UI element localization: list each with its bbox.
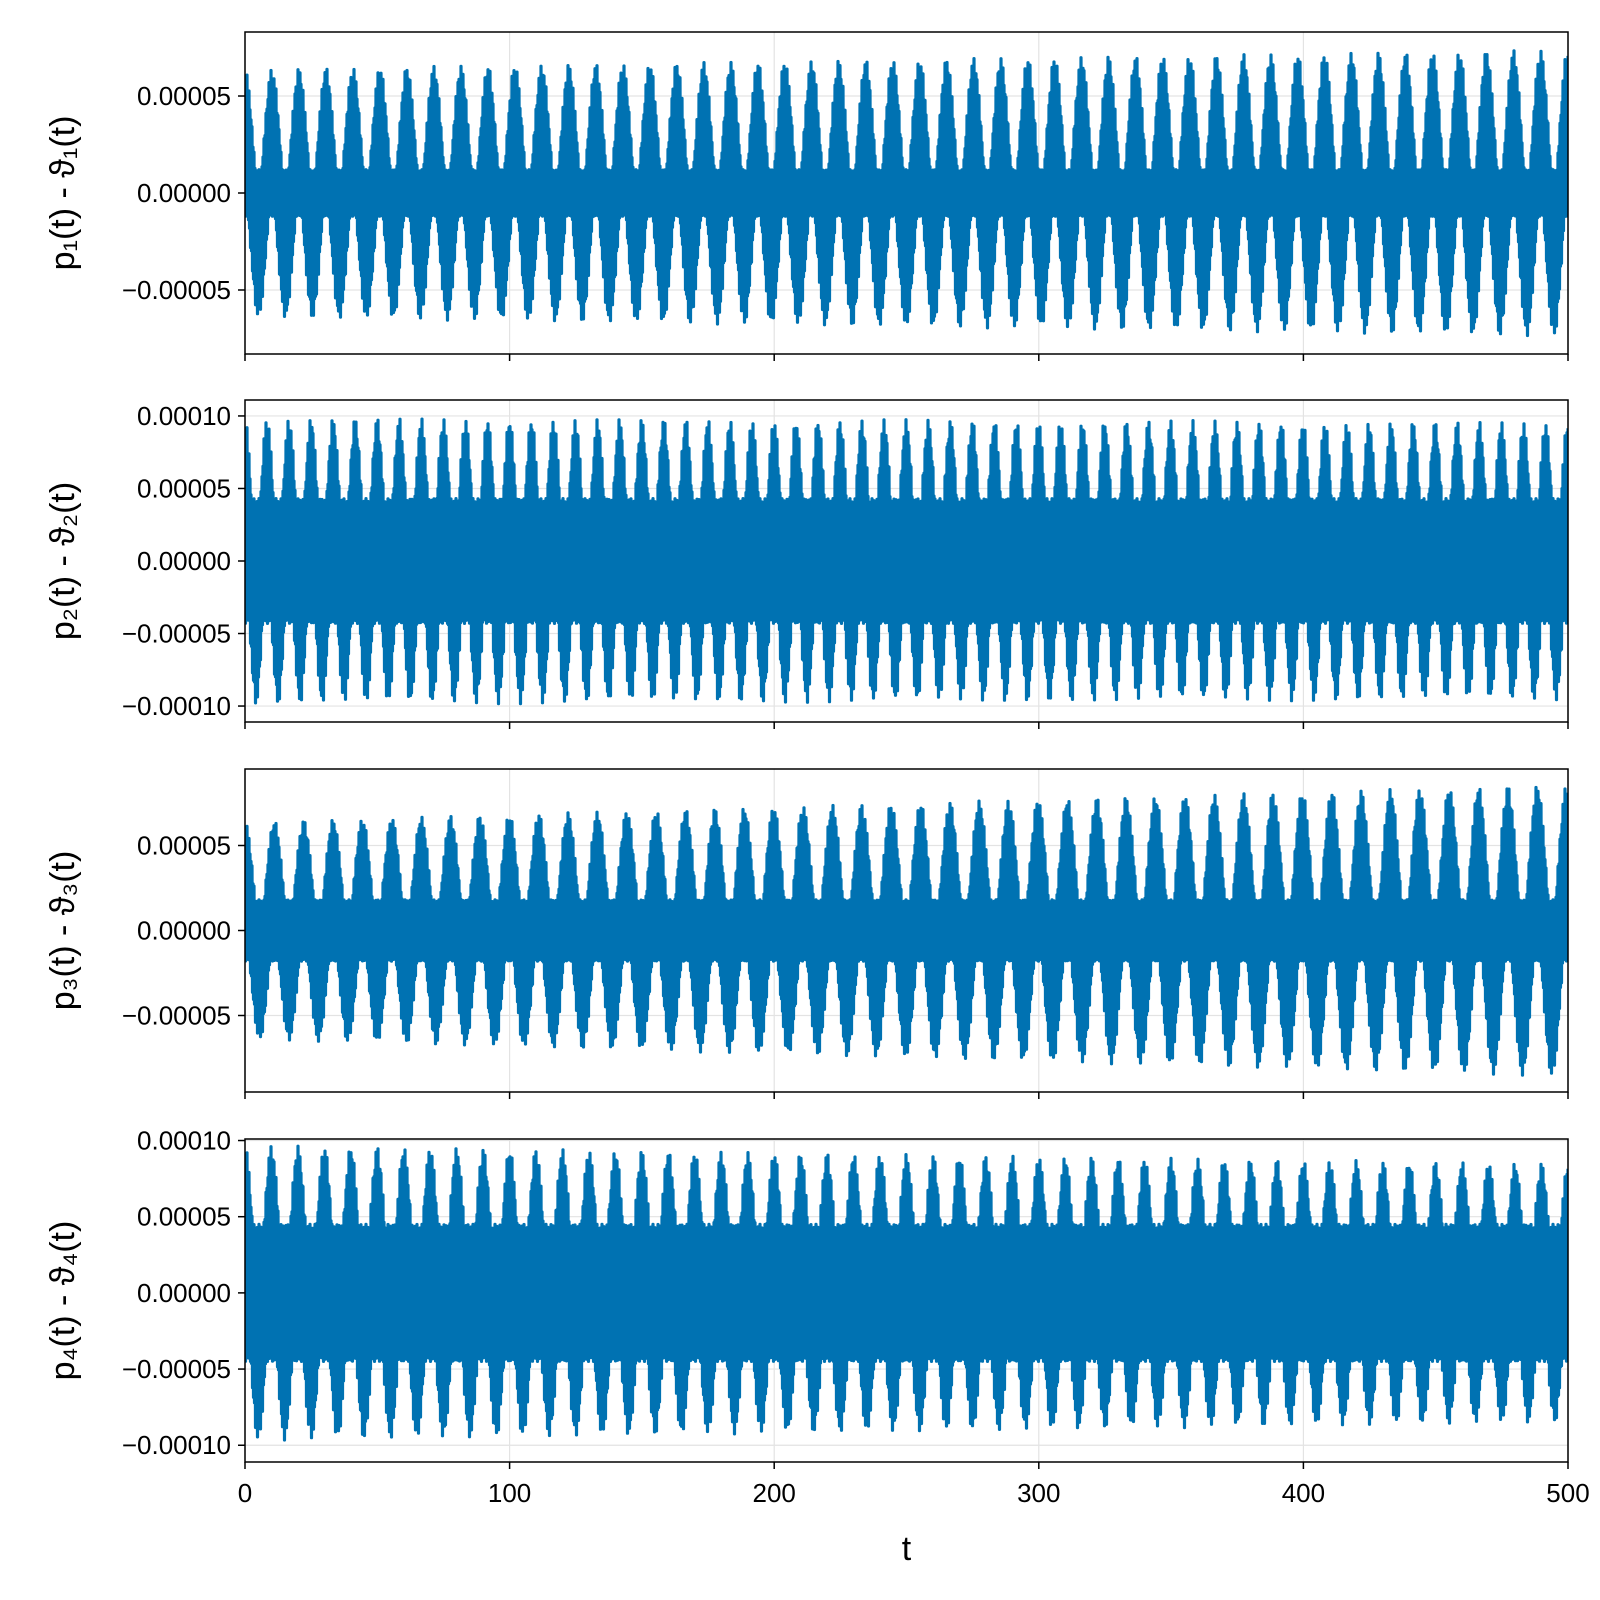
y-tick-label: −0.00010 <box>122 691 231 721</box>
y-axis-label: p₂(t) - ϑ₂(t) <box>44 482 82 640</box>
y-tick-label: 0.00005 <box>137 81 231 111</box>
y-tick-label: −0.00010 <box>122 1430 231 1460</box>
y-tick-label: −0.00005 <box>122 1001 231 1031</box>
y-tick-label: 0.00005 <box>137 831 231 861</box>
y-tick-label: 0.00000 <box>137 1278 231 1308</box>
x-tick-label: 200 <box>753 1478 796 1508</box>
x-tick-label: 0 <box>238 1478 252 1508</box>
subplot-3: −0.00005 0.00000 0.00005 p₃(t) - ϑ₃(t) <box>44 768 1569 1099</box>
y-tick-label: 0.00005 <box>137 473 231 503</box>
y-axis-label: p₄(t) - ϑ₄(t) <box>44 1221 82 1381</box>
x-axis-label: t <box>902 1530 912 1568</box>
y-tick-label: −0.00005 <box>122 275 231 305</box>
x-tick-label: 400 <box>1282 1478 1325 1508</box>
series-line-4 <box>245 1144 1568 1442</box>
y-tick-label: −0.00005 <box>122 1354 231 1384</box>
subplot-2: −0.00010 −0.00005 0.00000 0.00005 0.00010 p₂(… <box>44 399 1569 729</box>
y-axis-label: p₃(t) - ϑ₃(t) <box>44 851 82 1011</box>
y-axis-label: p₁(t) - ϑ₁(t) <box>44 116 82 271</box>
series-line-1 <box>245 49 1568 338</box>
y-tick-label: 0.00000 <box>137 546 231 576</box>
y-tick-label: 0.00010 <box>137 1126 231 1156</box>
subplot-4: 0 100 200 300 400 500 −0.00010 −0.00005 0.00000 0… <box>44 1126 1590 1568</box>
y-tick-label: −0.00005 <box>122 619 231 649</box>
series-line-3 <box>245 785 1568 1077</box>
x-tick-label: 300 <box>1017 1478 1060 1508</box>
y-tick-label: 0.00005 <box>137 1202 231 1232</box>
y-tick-label: 0.00000 <box>137 916 231 946</box>
y-tick-label: 0.00000 <box>137 178 231 208</box>
x-tick-label: 100 <box>488 1478 531 1508</box>
x-tick-label: 500 <box>1546 1478 1589 1508</box>
subplot-1: −0.00005 0.00000 0.00005 p₁(t) - ϑ₁(t) <box>44 31 1569 361</box>
plot-frame <box>244 1138 1569 1463</box>
y-tick-label: 0.00010 <box>137 401 231 431</box>
series-line-2 <box>245 417 1568 706</box>
